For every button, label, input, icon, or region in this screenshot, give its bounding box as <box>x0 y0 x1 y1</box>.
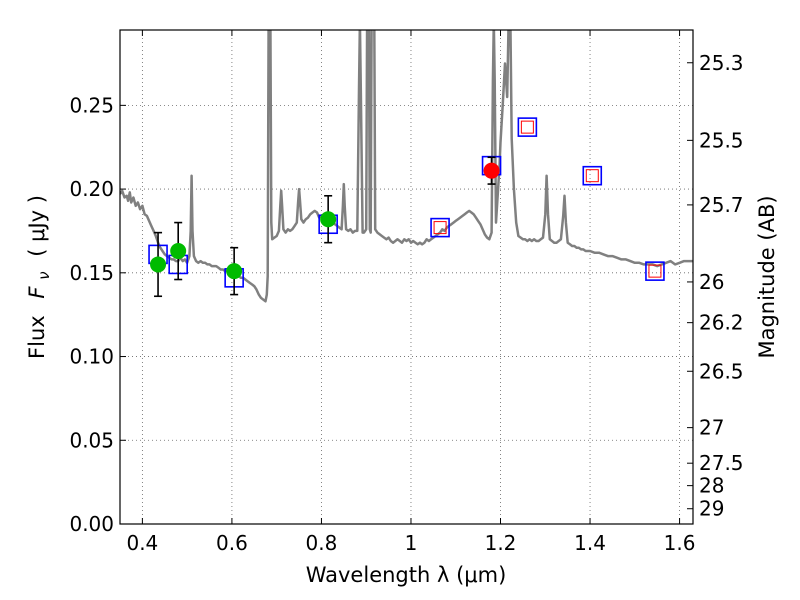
model-band-square <box>517 117 538 137</box>
model-band-square <box>430 217 450 238</box>
upper-limit-square <box>520 120 534 134</box>
y-tick-label: 0.25 <box>69 93 114 117</box>
axis-ticks <box>120 30 693 525</box>
y-axis-label: Flux F ν ( μJy ) <box>25 195 54 359</box>
x-axis-label: Wavelength λ (μm) <box>306 563 507 587</box>
y-tick-label: 0.15 <box>69 261 114 285</box>
y2-tick-label: 27.5 <box>699 451 744 475</box>
tick-labels: 0.4 0.6 0.8 1 1.2 1.4 1.6 0.00 0.05 0.10 0.15 0.20 0… <box>69 51 743 555</box>
y-tick-label: 0.10 <box>69 345 114 369</box>
y2-tick-label: 28 <box>699 474 724 498</box>
y-tick-label: 0.20 <box>69 177 114 201</box>
upper-limit-square <box>433 221 447 235</box>
x-tick-label: 1.2 <box>485 531 517 555</box>
photometry-point <box>483 162 500 179</box>
x-tick-label: 1.6 <box>664 531 696 555</box>
x-tick-label: 0.6 <box>216 531 248 555</box>
y-axis-label-unit: ( μJy ) <box>25 195 49 257</box>
data-markers <box>148 117 665 298</box>
x-tick-label: 0.4 <box>126 531 158 555</box>
upper-limit-square <box>648 264 662 278</box>
y2-tick-label: 26.2 <box>699 311 744 335</box>
grid-lines <box>120 30 693 524</box>
photometry-point <box>150 256 167 273</box>
y-axis-label-subscript: ν <box>35 271 53 279</box>
model-band-square <box>645 261 665 281</box>
photometry-point <box>320 211 337 228</box>
plot-area <box>120 30 693 303</box>
y-axis-label-symbol: F <box>25 286 49 299</box>
y2-tick-label: 27 <box>699 416 724 440</box>
y2-tick-label: 25.3 <box>699 51 744 75</box>
y2-tick-label: 26.5 <box>699 359 744 383</box>
y-tick-label: 0.00 <box>69 512 114 536</box>
axes-frame <box>119 29 694 525</box>
y2-tick-label: 25.7 <box>699 193 744 217</box>
y2-tick-label: 25.5 <box>699 128 744 152</box>
photometry-point <box>226 263 243 280</box>
x-tick-label: 1.4 <box>574 531 606 555</box>
y2-tick-label: 29 <box>699 497 724 521</box>
photometry-point <box>170 243 187 260</box>
y-axis-label-flux: Flux <box>25 315 49 359</box>
x-tick-label: 0.8 <box>306 531 338 555</box>
x-tick-label: 1 <box>405 531 418 555</box>
upper-limit-square <box>585 169 599 183</box>
y2-tick-label: 26 <box>699 270 724 294</box>
model-band-square <box>582 165 603 186</box>
y2-axis-label: Magnitude (AB) <box>755 195 779 358</box>
sed-model-line <box>120 30 693 303</box>
y-tick-label: 0.05 <box>69 428 114 452</box>
